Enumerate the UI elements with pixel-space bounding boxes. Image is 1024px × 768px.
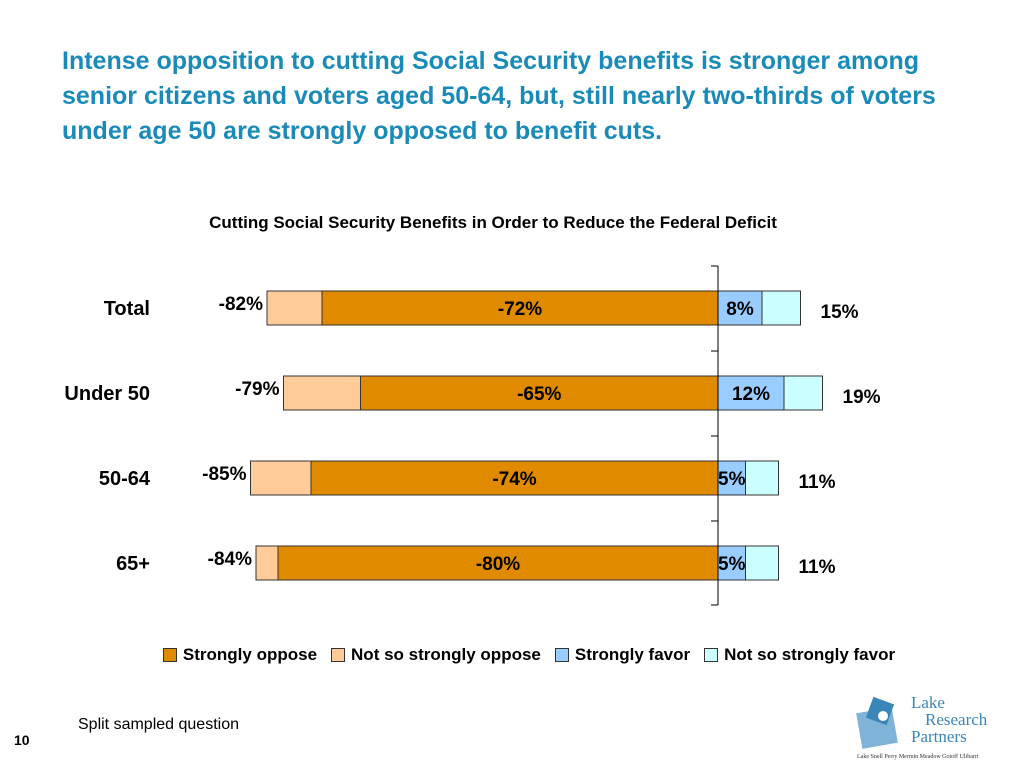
data-label-total-oppose: -84% bbox=[208, 549, 252, 570]
lake-research-partners-logo: Lake Research Partners Lake Snell Perry … bbox=[853, 694, 1003, 766]
data-label-strongly-oppose: -80% bbox=[476, 554, 520, 575]
data-label-total-oppose: -85% bbox=[202, 464, 246, 485]
bar-not-so-strongly-oppose bbox=[250, 460, 312, 496]
bar-strongly-oppose bbox=[310, 460, 719, 496]
legend-label: Strongly favor bbox=[574, 645, 691, 664]
logo-wordmark: Lake Research Partners bbox=[911, 694, 987, 745]
legend-label: Not so strongly favor bbox=[724, 645, 896, 664]
legend-label: Strongly oppose bbox=[182, 645, 318, 664]
data-label-total-favor: 11% bbox=[799, 472, 836, 493]
logo-line-2: Research bbox=[925, 710, 988, 729]
bar-not-so-strongly-oppose bbox=[266, 290, 323, 326]
headline: Intense opposition to cutting Social Sec… bbox=[62, 47, 936, 145]
category-label: 65+ bbox=[116, 553, 150, 575]
legend-swatch bbox=[162, 648, 177, 662]
data-label-strongly-favor: 5% bbox=[718, 554, 746, 575]
bar-strongly-oppose bbox=[277, 545, 719, 581]
bar-strongly-favor bbox=[717, 545, 746, 581]
logo-line-1: Lake bbox=[911, 693, 945, 712]
bar-not-so-strongly-favor bbox=[745, 545, 779, 581]
legend-item-not-so-strongly-oppose: Not so strongly oppose bbox=[331, 645, 541, 665]
data-label-strongly-oppose: -65% bbox=[517, 384, 561, 405]
legend-swatch bbox=[704, 648, 719, 662]
legend-item-strongly-oppose: Strongly oppose bbox=[162, 645, 318, 665]
data-label-total-oppose: -82% bbox=[219, 294, 263, 315]
data-label-strongly-oppose: -74% bbox=[492, 469, 536, 490]
category-label: Under 50 bbox=[64, 383, 150, 405]
bar-not-so-strongly-favor bbox=[783, 375, 823, 411]
bar-strongly-favor bbox=[717, 460, 746, 496]
bar-not-so-strongly-favor bbox=[745, 460, 779, 496]
puzzle-logo-icon bbox=[856, 696, 898, 749]
data-label-strongly-oppose: -72% bbox=[498, 299, 542, 320]
data-label-total-favor: 11% bbox=[799, 557, 836, 578]
data-label-total-oppose: -79% bbox=[235, 379, 279, 400]
footnote: Split sampled question bbox=[78, 716, 239, 733]
page-number: 10 bbox=[14, 732, 30, 748]
legend-item-strongly-favor: Strongly favor bbox=[554, 645, 691, 665]
legend: Strongly oppose Not so strongly oppose S… bbox=[0, 645, 1024, 665]
bar-not-so-strongly-oppose bbox=[283, 375, 361, 411]
bar-not-so-strongly-oppose bbox=[255, 545, 279, 581]
data-label-total-favor: 15% bbox=[821, 302, 859, 323]
bar-strongly-favor bbox=[717, 375, 785, 411]
legend-item-not-so-strongly-favor: Not so strongly favor bbox=[704, 645, 895, 665]
logo-partner-names: Lake Snell Perry Mermin Meadow Gotoff Ul… bbox=[857, 754, 979, 760]
data-label-total-favor: 19% bbox=[843, 387, 881, 408]
legend-swatch bbox=[331, 648, 346, 662]
chart-title: Cutting Social Security Benefits in Orde… bbox=[209, 213, 777, 232]
category-label: Total bbox=[104, 298, 150, 320]
data-label-strongly-favor: 8% bbox=[726, 299, 754, 320]
category-label: 50-64 bbox=[99, 468, 151, 490]
bar-chart: Total -72% 8% -82% 15% Under 50 -65% 12% -79% 19%… bbox=[64, 265, 881, 606]
data-label-strongly-favor: 12% bbox=[732, 384, 770, 405]
legend-swatch bbox=[554, 648, 569, 662]
data-label-strongly-favor: 5% bbox=[718, 469, 746, 490]
bar-not-so-strongly-favor bbox=[761, 290, 801, 326]
legend-label: Not so strongly oppose bbox=[351, 645, 541, 664]
logo-line-3: Partners bbox=[911, 727, 967, 746]
